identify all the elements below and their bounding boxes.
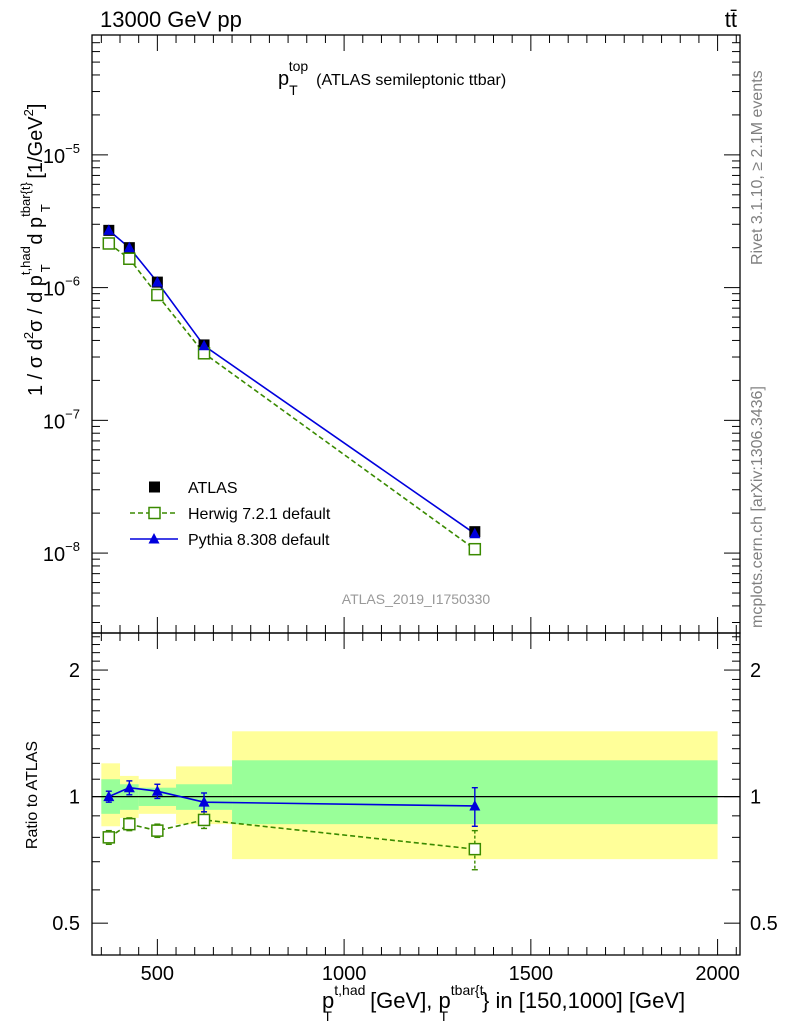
- legend-pythia-marker: [148, 533, 160, 544]
- ylabel-part: [1/GeV: [25, 116, 47, 184]
- main-ytick-exp: −6: [65, 274, 80, 289]
- ylabel-sup: t,had: [18, 246, 33, 275]
- ylabel-sup: 2: [21, 109, 36, 116]
- pythia-ratio-point: [198, 796, 210, 807]
- xtick-label: 1500: [509, 963, 554, 985]
- pythia-ratio-point: [469, 799, 481, 811]
- ylabel-part: d p: [25, 217, 47, 250]
- main-ytick-exp: −8: [65, 539, 80, 554]
- herwig-line: [108, 242, 476, 550]
- main-ytick-exp: −7: [65, 406, 80, 421]
- herwig-point: [123, 252, 136, 265]
- ratio-ytick-label-right: 2: [750, 660, 761, 682]
- main-ytick-label: 10−7: [43, 406, 80, 433]
- labels: 13000 GeV pp tt̄ Rivet 3.1.10, ≥ 2.1M ev…: [24, 7, 766, 849]
- header-left: 13000 GeV pp: [100, 7, 242, 32]
- legend-atlas-marker: [149, 481, 160, 493]
- ylabel-sup: tbar{t}: [18, 182, 33, 217]
- pythia-point: [151, 276, 163, 287]
- ratio-ytick-label: 2: [69, 660, 80, 682]
- main-title: pTtop (ATLAS semileptonic ttbar): [278, 58, 506, 98]
- xlabel-part: } in [150,1000] [GeV]: [482, 988, 685, 1013]
- pythia-ratio-point: [103, 790, 115, 802]
- ratio-ytick-label: 1: [69, 787, 80, 809]
- herwig-ratio-point: [102, 831, 116, 844]
- herwig-point: [102, 237, 116, 250]
- xlabel-sup: tbar{t: [451, 982, 484, 998]
- legend-label: ATLAS: [188, 480, 238, 497]
- xtick-label: 500: [141, 963, 174, 985]
- xlabel-sub: T: [323, 1008, 332, 1024]
- herwig-ratio-point: [197, 813, 211, 827]
- pythia-point: [469, 527, 481, 539]
- xtick-label: 1000: [322, 963, 367, 985]
- ratio-frame: [91, 632, 741, 956]
- main-ytick-base: 10: [43, 544, 65, 566]
- legend-label: Herwig 7.2.1 default: [188, 506, 331, 523]
- pythia-ratio-point: [123, 781, 135, 793]
- ratio-ytick-label-right: 0.5: [750, 913, 778, 935]
- ratio-ytick-label: 0.5: [52, 913, 80, 935]
- xlabel-sup: t,had: [334, 982, 365, 998]
- title-rest: (ATLAS semileptonic ttbar): [316, 72, 506, 89]
- pythia-ratio-point: [151, 785, 163, 796]
- legend-herwig-marker: [148, 506, 161, 520]
- main-ylabel-text: 1 / σ d2σ / d pt,had T d ptbar{t} T [1/GeV…: [18, 104, 53, 396]
- pythia-point: [103, 224, 115, 235]
- pythia-point: [123, 241, 135, 253]
- herwig-point: [151, 288, 164, 302]
- main-ytick-label: 10−8: [43, 539, 80, 566]
- xlabel-part: p: [322, 988, 334, 1013]
- pythia-line: [108, 229, 476, 535]
- rivet-label: Rivet 3.1.10, ≥ 2.1M events: [749, 70, 766, 265]
- herwig-ratio-line: [108, 819, 475, 850]
- herwig-ratio-point: [123, 817, 136, 831]
- herwig-point: [468, 542, 482, 556]
- pythia-point: [198, 339, 210, 351]
- ylabel-sub: T: [38, 204, 53, 212]
- ratio-ytick-label-right: 1: [750, 787, 761, 809]
- ylabel-sup: 2: [21, 332, 36, 339]
- title-sub: T: [289, 82, 298, 98]
- main-ytick-base: 10: [43, 279, 65, 301]
- main-ytick-label: 10−6: [43, 274, 80, 301]
- ylabel-part: 1 / σ d: [25, 339, 47, 396]
- legend-label: Pythia 8.308 default: [188, 532, 330, 549]
- xlabel-part: [GeV], p: [364, 988, 451, 1013]
- mcplots-label: mcplots.cern.ch [arXiv:1306.3436]: [749, 386, 766, 628]
- herwig-ratio-point: [151, 824, 164, 837]
- xlabel-sub: T: [439, 1008, 448, 1024]
- ylabel-part: ]: [25, 104, 47, 110]
- main-ylabel: 1 / σ d2σ / d pt,had T d ptbar{t} T [1/GeV…: [18, 104, 53, 396]
- ylabel-part: σ / d p: [25, 275, 47, 332]
- xtick-label: 2000: [695, 963, 740, 985]
- title-main: p: [278, 68, 289, 90]
- ratio-xlabel: pt,had T [GeV], ptbar{t T} in [150,1000] […: [322, 982, 685, 1024]
- main-ytick-base: 10: [43, 411, 65, 433]
- herwig-ratio-point: [468, 842, 482, 856]
- header-right: tt̄: [725, 7, 737, 32]
- ylabel-sub: T: [38, 264, 53, 272]
- main-ytick-base: 10: [43, 146, 65, 168]
- main-ytick-exp: −5: [65, 141, 80, 156]
- watermark: ATLAS_2019_I1750330: [342, 591, 491, 607]
- title-sup: top: [289, 58, 309, 74]
- main-ytick-label: 10−5: [43, 141, 80, 168]
- ratio-ylabel: Ratio to ATLAS: [24, 741, 41, 849]
